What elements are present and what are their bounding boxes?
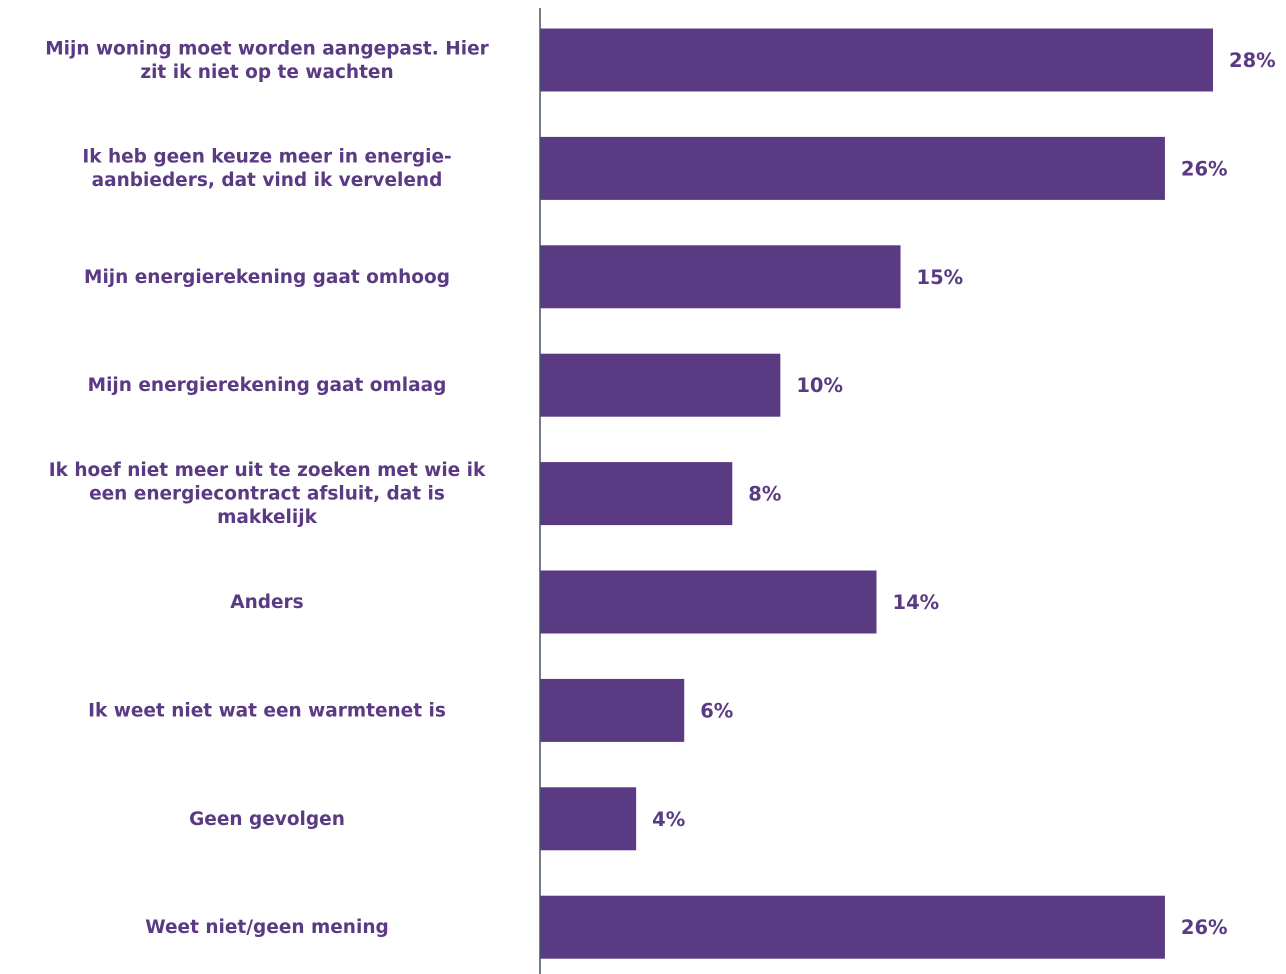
category-label-line: aanbieders, dat vind ik vervelend xyxy=(92,170,443,191)
data-label: 4% xyxy=(652,808,685,831)
category-label-line: Mijn energierekening gaat omhoog xyxy=(84,267,450,288)
category-label-line: Mijn woning moet worden aangepast. Hier xyxy=(45,38,489,59)
bar xyxy=(540,28,1213,92)
category-label-line: makkelijk xyxy=(217,507,317,528)
data-label: 28% xyxy=(1229,49,1276,72)
category-label: Ik weet niet wat een warmtenet is xyxy=(88,700,446,721)
bar xyxy=(540,787,637,851)
category-label-line: Ik hoef niet meer uit te zoeken met wie … xyxy=(49,460,486,481)
bar xyxy=(540,462,733,526)
data-label: 14% xyxy=(893,591,940,614)
category-label-line: Weet niet/geen mening xyxy=(145,917,388,938)
category-label: Geen gevolgen xyxy=(189,809,345,830)
category-label-line: Geen gevolgen xyxy=(189,809,345,830)
category-label-line: Anders xyxy=(230,592,303,613)
data-label: 15% xyxy=(917,266,964,289)
category-label-line: een energiecontract afsluit, dat is xyxy=(89,484,445,505)
bar xyxy=(540,245,901,309)
category-label-line: Mijn energierekening gaat omlaag xyxy=(88,375,447,396)
value-labels: 28% 26% 15% 10% 8% 14% 6% 4% 26% xyxy=(652,49,1276,939)
data-label: 26% xyxy=(1181,916,1228,939)
bar xyxy=(540,570,877,634)
category-label: Mijn woning moet worden aangepast. Hier z… xyxy=(45,38,489,83)
bar xyxy=(540,353,781,417)
data-label: 26% xyxy=(1181,157,1228,180)
bar xyxy=(540,678,685,742)
category-label: Weet niet/geen mening xyxy=(145,917,388,938)
category-label: Mijn energierekening gaat omlaag xyxy=(88,375,447,396)
bar xyxy=(540,136,1165,200)
category-label: Ik hoef niet meer uit te zoeken met wie … xyxy=(49,460,486,528)
category-label: Mijn energierekening gaat omhoog xyxy=(84,267,450,288)
bar xyxy=(540,895,1165,959)
category-labels: Mijn woning moet worden aangepast. Hier z… xyxy=(45,38,489,938)
data-label: 8% xyxy=(748,483,781,506)
data-label: 10% xyxy=(796,374,843,397)
category-label-line: Ik heb geen keuze meer in energie- xyxy=(82,147,451,168)
bars xyxy=(540,28,1213,959)
category-label: Anders xyxy=(230,592,303,613)
category-label: Ik heb geen keuze meer in energie-aanbie… xyxy=(82,147,451,192)
category-label-line: zit ik niet op te wachten xyxy=(140,62,393,83)
category-label-line: Ik weet niet wat een warmtenet is xyxy=(88,700,446,721)
data-label: 6% xyxy=(700,699,733,722)
